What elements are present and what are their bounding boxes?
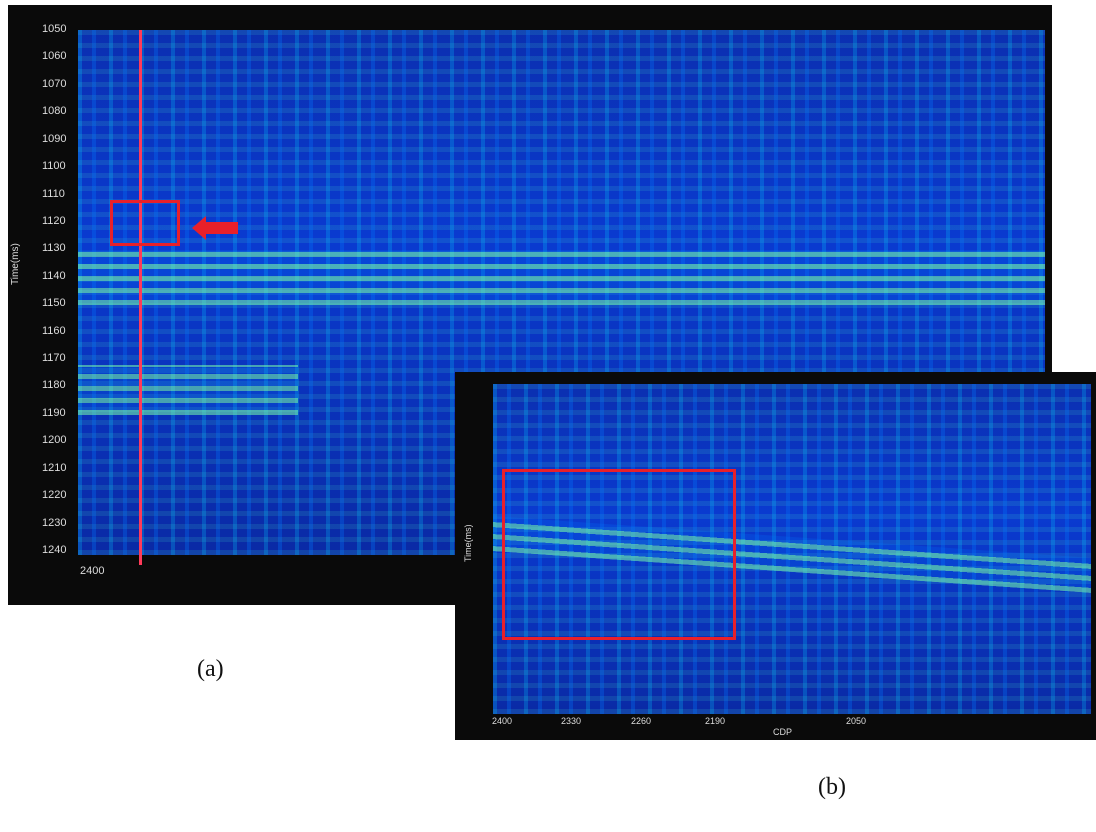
- x-tick-label: 2050: [846, 716, 867, 726]
- caption: (a): [197, 656, 224, 682]
- y-tick-label: 1150: [42, 297, 66, 310]
- caption: (b): [818, 774, 846, 800]
- y-tick-label: 1200: [42, 434, 67, 447]
- y-tick-label: 1070: [42, 77, 67, 90]
- y-tick-label: 1090: [42, 132, 67, 145]
- y-tick-label: 1240: [42, 544, 67, 556]
- y-tick-label: 1230: [42, 516, 67, 529]
- y-tick-label: 1170: [42, 352, 66, 365]
- y-tick-label: 1210: [42, 461, 67, 474]
- y-tick-label: 1050: [42, 23, 67, 35]
- arrow: [192, 216, 238, 240]
- x-tick-label: 2190: [705, 716, 726, 726]
- x-axis-label: CDP: [773, 727, 793, 737]
- y-tick-label: 1100: [42, 160, 66, 173]
- panel-a: 1050 1060 1070 1080 1090 1100 1110 1120 1130 1140…: [8, 5, 1052, 605]
- x-tick-label: 2260: [631, 716, 652, 726]
- highlight-box: [502, 469, 736, 640]
- x-tick-label: 2330: [561, 716, 582, 726]
- panel-b: Time(ms) 2400 2330 2260 2190 2050 CDP: [455, 372, 1096, 740]
- x-tick-label: 2400: [492, 716, 513, 726]
- y-tick-label: 1060: [42, 50, 67, 63]
- y-tick-label: 1140: [42, 269, 66, 282]
- reflector: [78, 365, 298, 415]
- y-tick-label: 1190: [42, 406, 66, 419]
- y-axis-label: Time(ms): [10, 243, 21, 285]
- well-line: [139, 30, 142, 565]
- y-axis-label: Time(ms): [463, 524, 473, 562]
- y-tick-label: 1120: [42, 214, 66, 227]
- highlight-box: [110, 200, 180, 246]
- y-tick-label: 1080: [42, 105, 67, 118]
- y-tick-label: 1220: [42, 489, 67, 502]
- reflector: [78, 250, 1045, 305]
- y-tick-label: 1110: [42, 187, 65, 200]
- y-tick-label: 1130: [42, 242, 66, 255]
- y-tick-label: 1160: [42, 324, 66, 337]
- x-tick-label: 2400: [80, 565, 105, 577]
- y-tick-label: 1180: [42, 379, 66, 392]
